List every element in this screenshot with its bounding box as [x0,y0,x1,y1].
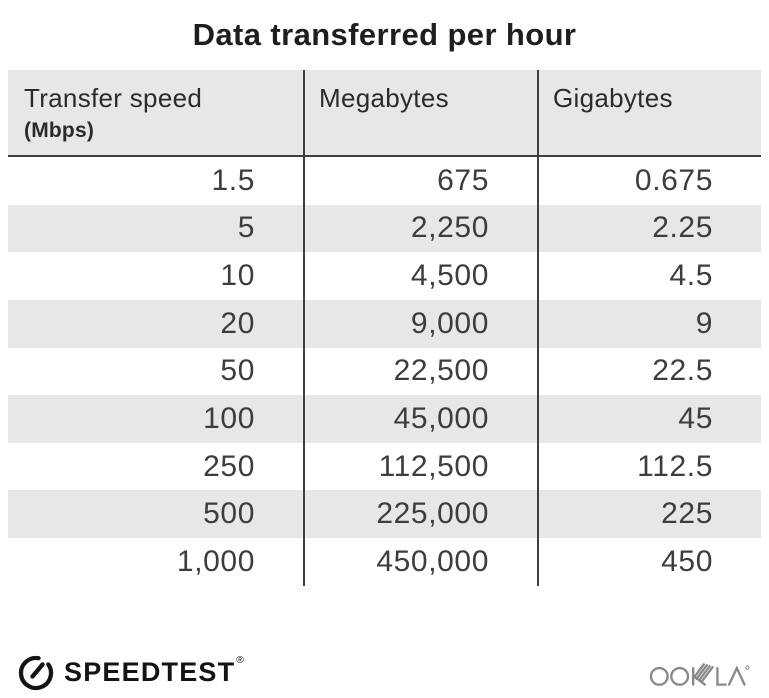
table-row: 100 45,000 45 [8,395,761,443]
table-cell: 45 [537,395,761,443]
table-row: 250 112,500 112.5 [8,442,761,491]
table-row: 50 22,500 22.5 [8,347,761,396]
table-row: 1,000 450,000 450 [8,538,761,586]
table-cell: 5 [237,211,255,245]
table-cell: 450 [537,538,761,586]
table-cell: 225,000 [303,490,537,539]
header-gigabytes: Gigabytes [537,70,761,155]
header-sublabel: (Mbps) [24,119,95,142]
footer: SPEEDTEST® [0,652,769,692]
table-cell: 2.25 [537,204,761,253]
page-title: Data transferred per hour [192,17,577,52]
header-megabytes: Megabytes [303,70,537,155]
header-label: Transfer speed [24,83,203,113]
table-cell: 100 [203,402,255,436]
header-label: Gigabytes [553,83,673,113]
ookla-logo [649,657,750,688]
table-row: 1.5 675 0.675 [8,157,761,205]
table-cell: 9 [537,299,761,348]
header-transfer-speed: Transfer speed (Mbps) [8,70,303,155]
table-cell: 4.5 [537,252,761,300]
table-cell: 2,250 [303,204,537,253]
table-cell: 450,000 [303,538,537,586]
table-cell: 10 [220,259,255,293]
table-cell: 112,500 [303,442,537,491]
table-cell: 45,000 [303,395,537,443]
table-cell: 9,000 [303,299,537,348]
table-header-row: Transfer speed (Mbps) Megabytes Gigabyte… [8,70,761,157]
table-cell: 1.5 [211,163,255,197]
trademark-symbol: ® [236,654,245,666]
table-cell: 0.675 [537,157,761,205]
table-cell: 225 [537,490,761,539]
data-table: Transfer speed (Mbps) Megabytes Gigabyte… [8,70,761,586]
table-row: 5 2,250 2.25 [8,204,761,253]
table-cell: 50 [220,354,255,388]
table-row: 500 225,000 225 [8,490,761,539]
gauge-icon [18,655,54,691]
table-cell: 22.5 [537,347,761,396]
table-body: 1.5 675 0.675 5 2,250 2.25 10 4,500 4.5 20 9,000 9 5… [8,157,761,586]
table-cell: 500 [203,497,255,531]
table-cell: 20 [220,306,255,340]
table-row: 20 9,000 9 [8,299,761,348]
header-label: Megabytes [319,83,449,113]
speedtest-logo: SPEEDTEST® [16,652,244,692]
table-cell: 112.5 [537,442,761,491]
table-cell: 1,000 [176,544,255,578]
ookla-wordmark-icon [649,662,750,686]
table-cell: 250 [203,449,255,483]
table-cell: 22,500 [303,347,537,396]
table-row: 10 4,500 4.5 [8,252,761,300]
table-cell: 675 [303,157,537,205]
table-cell: 4,500 [303,252,537,300]
speedtest-wordmark: SPEEDTEST® [64,654,245,687]
